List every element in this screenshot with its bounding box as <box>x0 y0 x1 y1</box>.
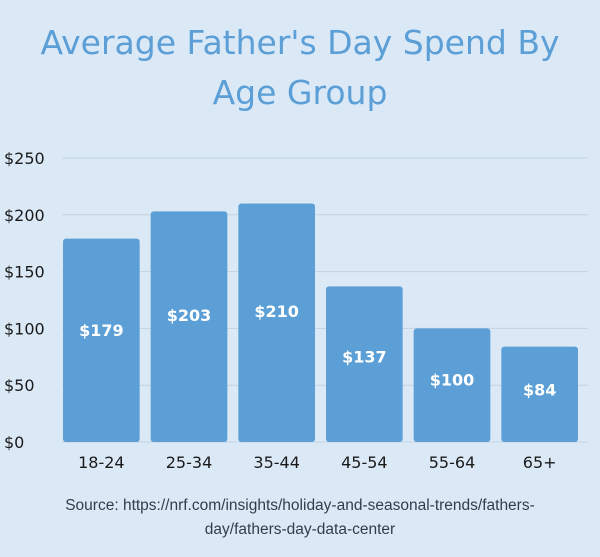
y-axis-tick-labels: $0 $50 $100 $150 $200 $250 <box>4 149 45 452</box>
y-tick-label: $100 <box>4 319 45 338</box>
y-tick-label: $0 <box>4 433 24 452</box>
source-note: Source: https://nrf.com/insights/holiday… <box>20 494 580 542</box>
bar-value-label: $137 <box>342 347 387 366</box>
x-tick-label: 55-64 <box>429 453 476 472</box>
chart-title-line-1: Average Father's Day Spend By <box>40 23 560 62</box>
bar-value-labels: $179 $203 $210 $137 $100 $84 <box>79 302 556 400</box>
bar-45-54 <box>326 286 403 442</box>
bar-value-label: $210 <box>254 302 299 321</box>
source-line-1: Source: https://nrf.com/insights/holiday… <box>65 497 535 514</box>
bar-value-label: $84 <box>523 381 556 400</box>
bar-35-44 <box>238 203 315 442</box>
y-tick-label: $150 <box>4 263 45 282</box>
x-tick-label: 45-54 <box>341 453 388 472</box>
bar-chart: $0$50$100$150$200$250 $179$203 $210$137$1… <box>4 149 588 472</box>
y-tick-label: $50 <box>4 376 35 395</box>
chart-title-line-2: Age Group <box>212 73 388 112</box>
source-line-2: day/fathers-day-data-center <box>204 521 396 538</box>
bar-65+ <box>501 346 578 442</box>
x-tick-label: 65+ <box>523 453 557 472</box>
x-axis-tick-labels: 18-24 25-34 35-44 45-54 55-64 65+ <box>78 453 556 472</box>
bar-value-label: $100 <box>430 371 475 390</box>
bar-value-label: $179 <box>79 321 124 340</box>
y-tick-label: $200 <box>4 206 45 225</box>
bar-value-label: $203 <box>167 306 212 325</box>
x-tick-label: 18-24 <box>78 453 125 472</box>
bars <box>63 203 578 442</box>
x-tick-label: 25-34 <box>166 453 213 472</box>
chart-title: Average Father's Day Spend By Age Group <box>0 18 600 118</box>
y-tick-label: $250 <box>4 149 45 168</box>
bar-55-64 <box>413 328 491 442</box>
bar-18-24 <box>63 238 140 442</box>
bar-25-34 <box>150 211 228 442</box>
gridlines <box>62 157 588 443</box>
x-tick-label: 35-44 <box>253 453 300 472</box>
